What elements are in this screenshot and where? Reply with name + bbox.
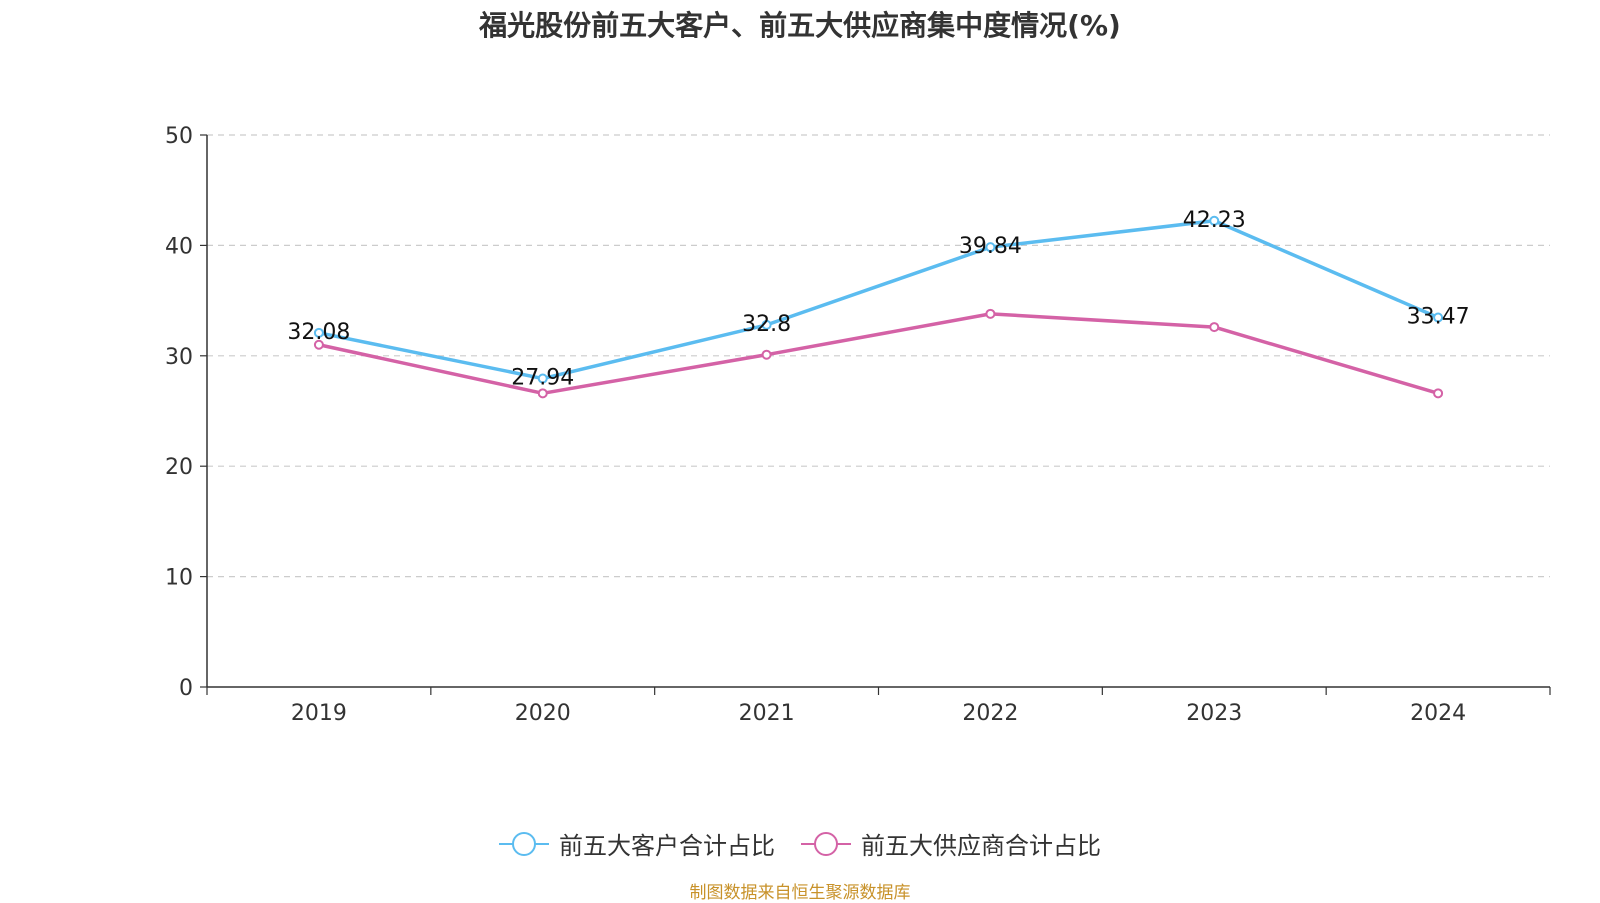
data-point-customers — [1433, 312, 1444, 323]
data-label: 27.94 — [511, 366, 574, 391]
x-tick-label: 2019 — [291, 701, 347, 726]
y-tick-label: 30 — [165, 345, 193, 370]
chart-title: 福光股份前五大客户、前五大供应商集中度情况(%) — [479, 9, 1121, 42]
data-point-suppliers — [537, 388, 548, 399]
x-tick-label: 2021 — [739, 701, 795, 726]
data-point-suppliers — [1209, 322, 1220, 333]
data-point-suppliers — [761, 349, 772, 360]
x-tick-label: 2020 — [515, 701, 571, 726]
data-point-suppliers — [985, 308, 996, 319]
data-point-suppliers — [1433, 388, 1444, 399]
data-point-customers — [985, 242, 996, 253]
data-label: 33.47 — [1407, 304, 1470, 329]
data-label: 32.8 — [742, 312, 791, 337]
legend-label-customers: 前五大客户合计占比 — [559, 832, 775, 860]
series-line-suppliers — [318, 312, 1439, 396]
y-tick-label: 20 — [165, 455, 193, 480]
data-point-suppliers — [313, 339, 324, 350]
series-line-customers — [318, 219, 1439, 381]
source-note: 制图数据来自恒生聚源数据库 — [689, 883, 911, 903]
y-tick-label: 10 — [165, 566, 193, 591]
data-label: 39.84 — [959, 234, 1022, 259]
legend-item-customers[interactable]: 前五大客户合计占比 — [499, 826, 775, 861]
y-tick-label: 0 — [179, 676, 193, 701]
y-tick-label: 40 — [165, 234, 193, 259]
legend-label-suppliers: 前五大供应商合计占比 — [861, 832, 1101, 860]
x-tick-label: 2023 — [1186, 701, 1242, 726]
data-label: 42.23 — [1183, 208, 1246, 233]
data-point-customers — [313, 327, 324, 338]
legend-line-circle-icon — [499, 831, 549, 857]
data-point-customers — [1209, 215, 1220, 226]
legend-item-suppliers[interactable]: 前五大供应商合计占比 — [801, 826, 1101, 861]
legend: 前五大客户合计占比 前五大供应商合计占比 — [0, 826, 1600, 861]
data-point-customers — [761, 319, 772, 330]
x-tick-label: 2022 — [962, 701, 1018, 726]
data-point-customers — [537, 373, 548, 384]
x-tick-label: 2024 — [1410, 701, 1466, 726]
data-label: 32.08 — [287, 320, 350, 345]
legend-line-circle-icon — [801, 831, 851, 857]
y-tick-label: 50 — [165, 124, 193, 149]
